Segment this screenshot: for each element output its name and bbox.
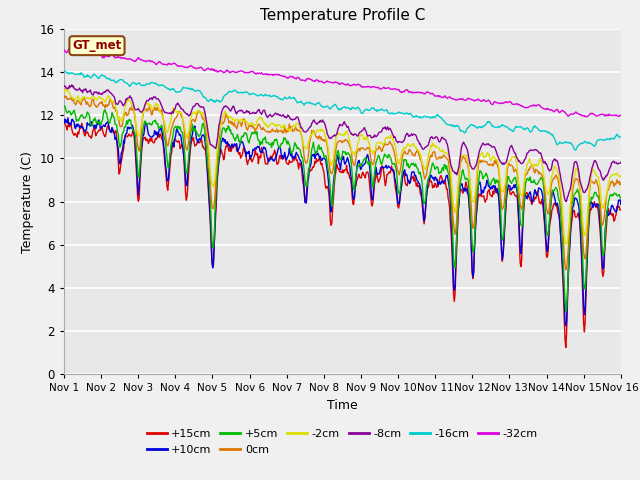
Y-axis label: Temperature (C): Temperature (C) [21,151,35,252]
Text: GT_met: GT_met [72,39,122,52]
Legend: +15cm, +10cm, +5cm, 0cm, -2cm, -8cm, -16cm, -32cm: +15cm, +10cm, +5cm, 0cm, -2cm, -8cm, -16… [142,425,543,459]
Title: Temperature Profile C: Temperature Profile C [260,9,425,24]
X-axis label: Time: Time [327,399,358,412]
